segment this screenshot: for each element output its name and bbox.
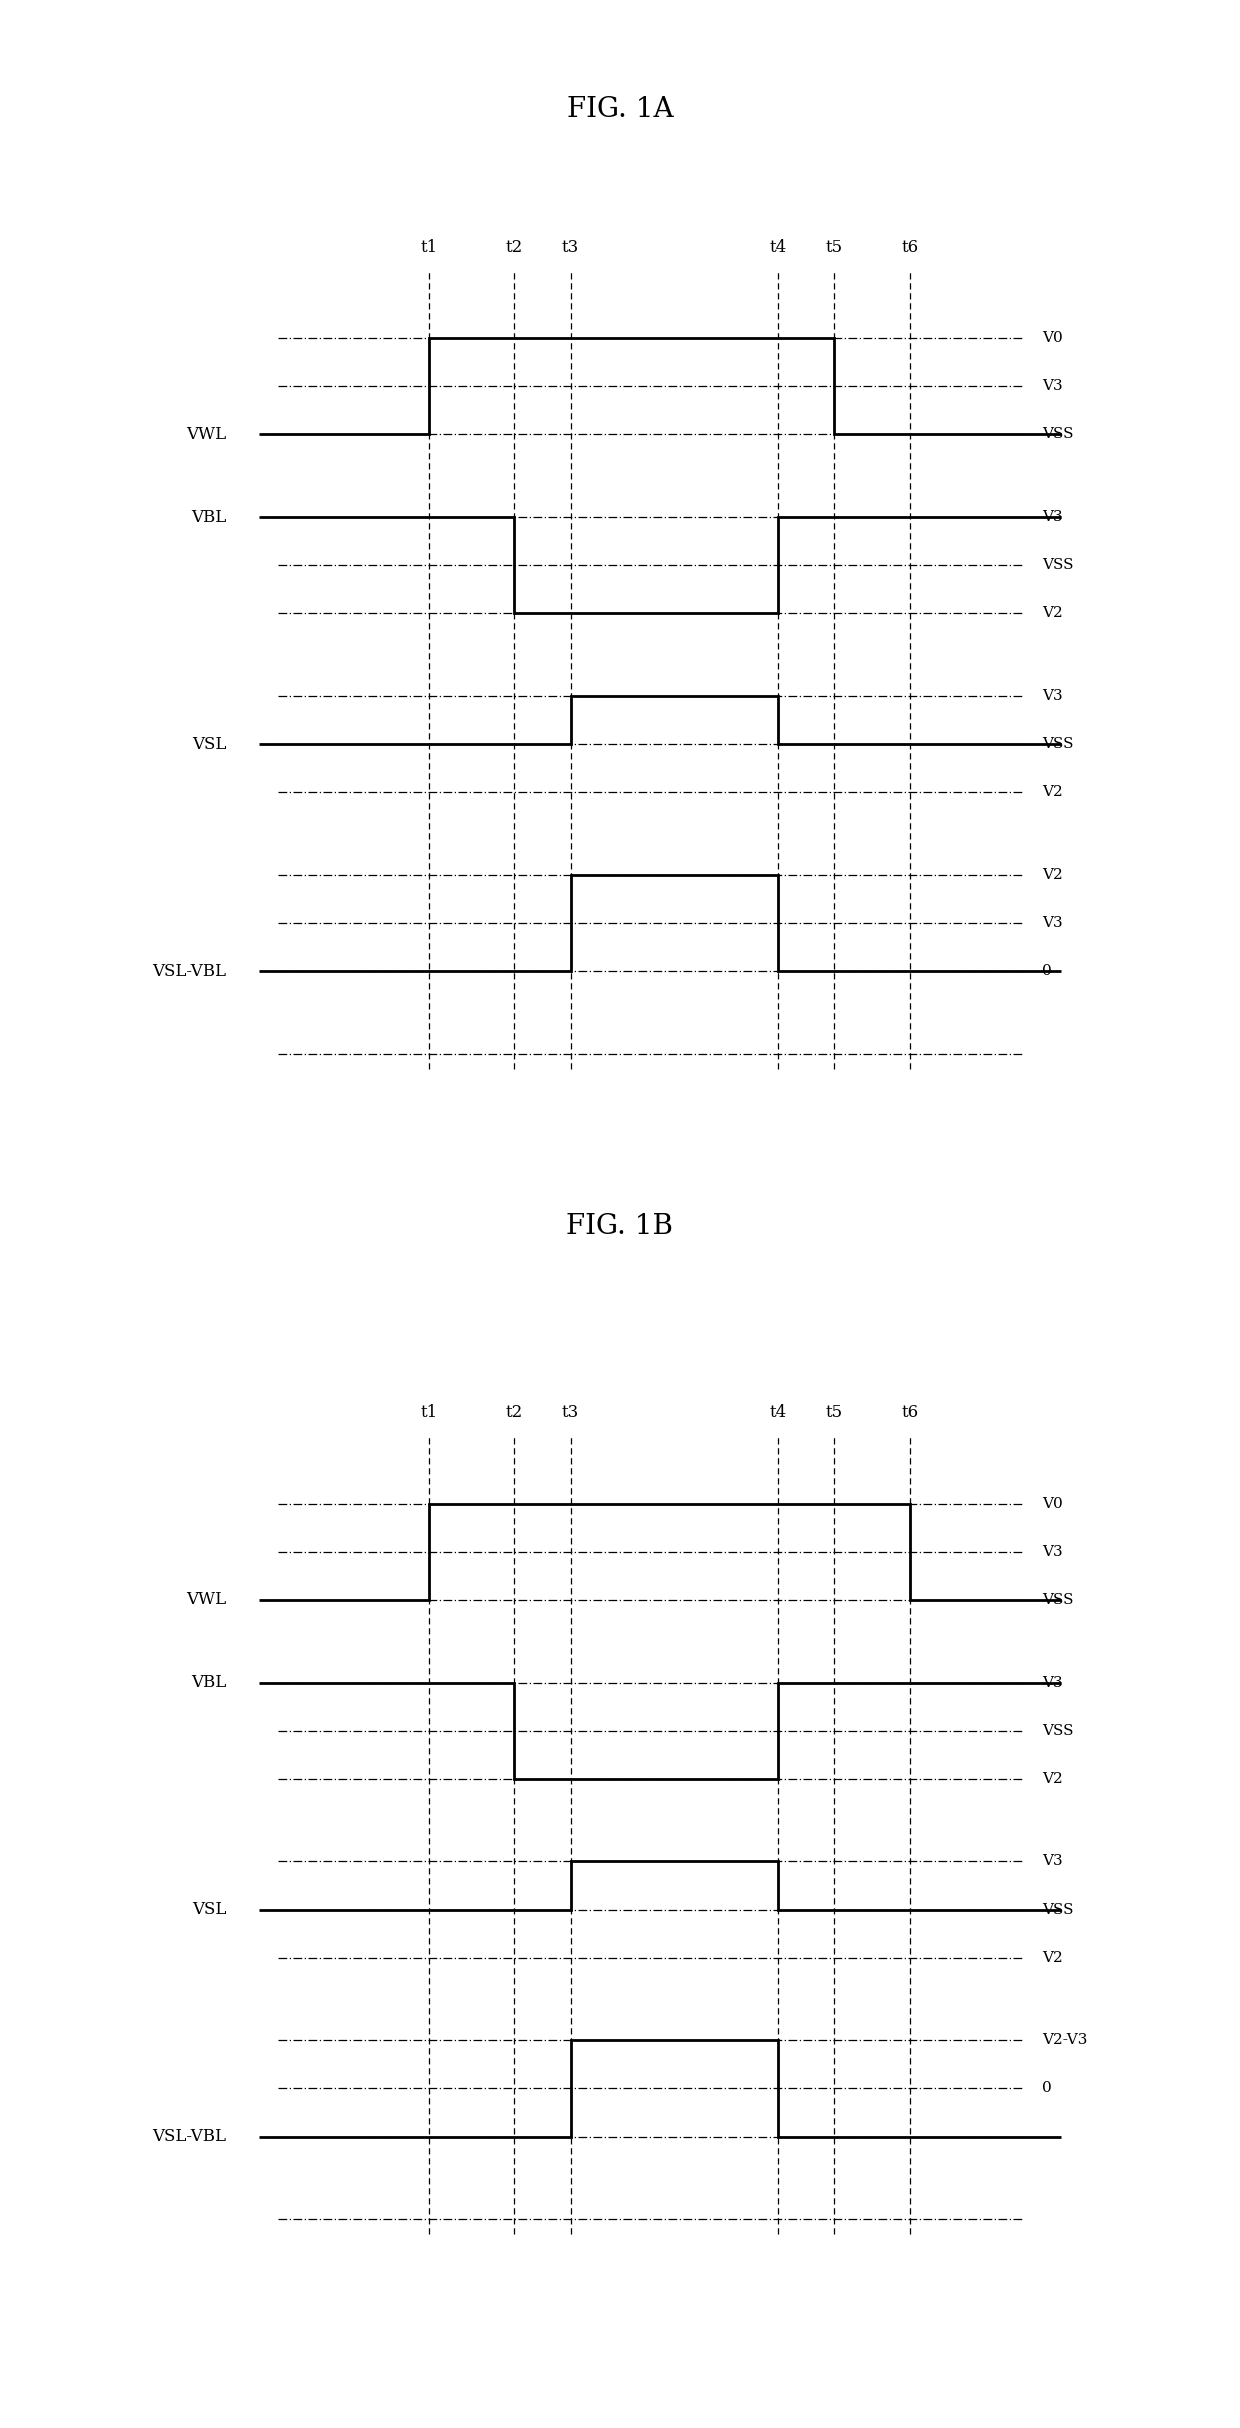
Text: t4: t4 xyxy=(769,1403,786,1420)
Text: t5: t5 xyxy=(826,1403,843,1420)
Text: V2-V3: V2-V3 xyxy=(1042,2032,1087,2047)
Text: VSL-VBL: VSL-VBL xyxy=(153,961,227,978)
Text: VSL-VBL: VSL-VBL xyxy=(153,2127,227,2144)
Text: t2: t2 xyxy=(506,1403,522,1420)
Text: V3: V3 xyxy=(1042,1544,1063,1559)
Text: V0: V0 xyxy=(1042,330,1063,345)
Text: V2: V2 xyxy=(1042,607,1063,619)
Text: V2: V2 xyxy=(1042,784,1063,799)
Text: FIG. 1B: FIG. 1B xyxy=(567,1212,673,1241)
Text: VSL: VSL xyxy=(192,736,227,753)
Text: V2: V2 xyxy=(1042,867,1063,881)
Text: VSS: VSS xyxy=(1042,1724,1074,1738)
Text: V3: V3 xyxy=(1042,1855,1063,1870)
Text: VSS: VSS xyxy=(1042,558,1074,573)
Text: V0: V0 xyxy=(1042,1496,1063,1510)
Text: VWL: VWL xyxy=(186,425,227,442)
Text: FIG. 1A: FIG. 1A xyxy=(567,95,673,124)
Text: t1: t1 xyxy=(420,1403,438,1420)
Text: t4: t4 xyxy=(769,238,786,255)
Text: V2: V2 xyxy=(1042,1950,1063,1964)
Text: V3: V3 xyxy=(1042,379,1063,393)
Text: VSL: VSL xyxy=(192,1901,227,1918)
Text: 0: 0 xyxy=(1042,2081,1052,2095)
Text: t6: t6 xyxy=(901,1403,919,1420)
Text: VBL: VBL xyxy=(191,1673,227,1690)
Text: 0: 0 xyxy=(1042,964,1052,978)
Text: t3: t3 xyxy=(562,1403,579,1420)
Text: t3: t3 xyxy=(562,238,579,255)
Text: VSS: VSS xyxy=(1042,1593,1074,1607)
Text: V3: V3 xyxy=(1042,690,1063,704)
Text: V3: V3 xyxy=(1042,915,1063,930)
Text: VSS: VSS xyxy=(1042,738,1074,750)
Text: t6: t6 xyxy=(901,238,919,255)
Text: VBL: VBL xyxy=(191,507,227,524)
Text: VSS: VSS xyxy=(1042,427,1074,442)
Text: VSS: VSS xyxy=(1042,1904,1074,1916)
Text: t1: t1 xyxy=(420,238,438,255)
Text: t5: t5 xyxy=(826,238,843,255)
Text: V3: V3 xyxy=(1042,510,1063,524)
Text: VWL: VWL xyxy=(186,1590,227,1607)
Text: V3: V3 xyxy=(1042,1675,1063,1690)
Text: t2: t2 xyxy=(506,238,522,255)
Text: V2: V2 xyxy=(1042,1772,1063,1785)
